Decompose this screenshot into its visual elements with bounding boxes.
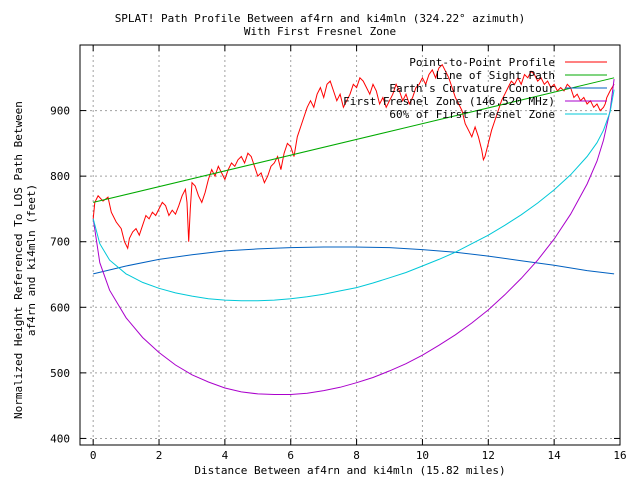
legend-label: Earth's Curvature Contour bbox=[389, 82, 555, 95]
x-tick-label: 0 bbox=[90, 449, 97, 462]
y-axis-label-line2: af4rn and ki4mln (feet) bbox=[25, 183, 38, 337]
series-line-2 bbox=[93, 246, 615, 275]
series-line-3 bbox=[92, 79, 615, 395]
series-line-0 bbox=[92, 63, 615, 250]
x-tick-label: 2 bbox=[156, 449, 163, 462]
chart-title-line1: SPLAT! Path Profile Between af4rn and ki… bbox=[114, 12, 526, 25]
y-tick-label: 500 bbox=[50, 367, 70, 380]
legend-label: Point-to-Point Profile bbox=[409, 56, 555, 69]
y-tick-label: 400 bbox=[50, 432, 70, 445]
y-tick-label: 800 bbox=[50, 170, 70, 183]
chart-title-line2: With First Fresnel Zone bbox=[243, 25, 397, 38]
y-tick-label: 900 bbox=[50, 105, 70, 118]
legend-label: 60% of First Fresnel Zone bbox=[389, 108, 555, 121]
y-axis-label: Normalized Height Referenced To LOS Path… bbox=[12, 100, 38, 420]
x-tick-label: 14 bbox=[548, 449, 562, 462]
x-tick-label: 8 bbox=[353, 449, 360, 462]
y-axis-label-line1: Normalized Height Referenced To LOS Path… bbox=[12, 101, 25, 419]
grid-layer bbox=[80, 45, 621, 445]
x-axis-label: Distance Between af4rn and ki4mln (15.82… bbox=[194, 464, 506, 477]
x-tick-label: 16 bbox=[613, 449, 626, 462]
y-tick-label: 700 bbox=[50, 236, 70, 249]
series-line-4 bbox=[92, 89, 615, 302]
y-tick-label: 600 bbox=[50, 301, 70, 314]
legend-label: First Fresnel Zone (146.520 MHz) bbox=[343, 95, 555, 108]
x-tick-label: 12 bbox=[482, 449, 495, 462]
series-line-1 bbox=[93, 77, 615, 203]
x-tick-label: 10 bbox=[416, 449, 429, 462]
series-layer bbox=[92, 63, 615, 395]
x-tick-label: 4 bbox=[222, 449, 229, 462]
x-tick-label: 6 bbox=[287, 449, 294, 462]
plot-frame bbox=[79, 44, 621, 446]
legend-label: Line of Sight Path bbox=[436, 69, 555, 82]
tick-layer: 0 2 4 6 8 10 12 14 16 400 500 600 700 800 900 bbox=[50, 45, 627, 462]
